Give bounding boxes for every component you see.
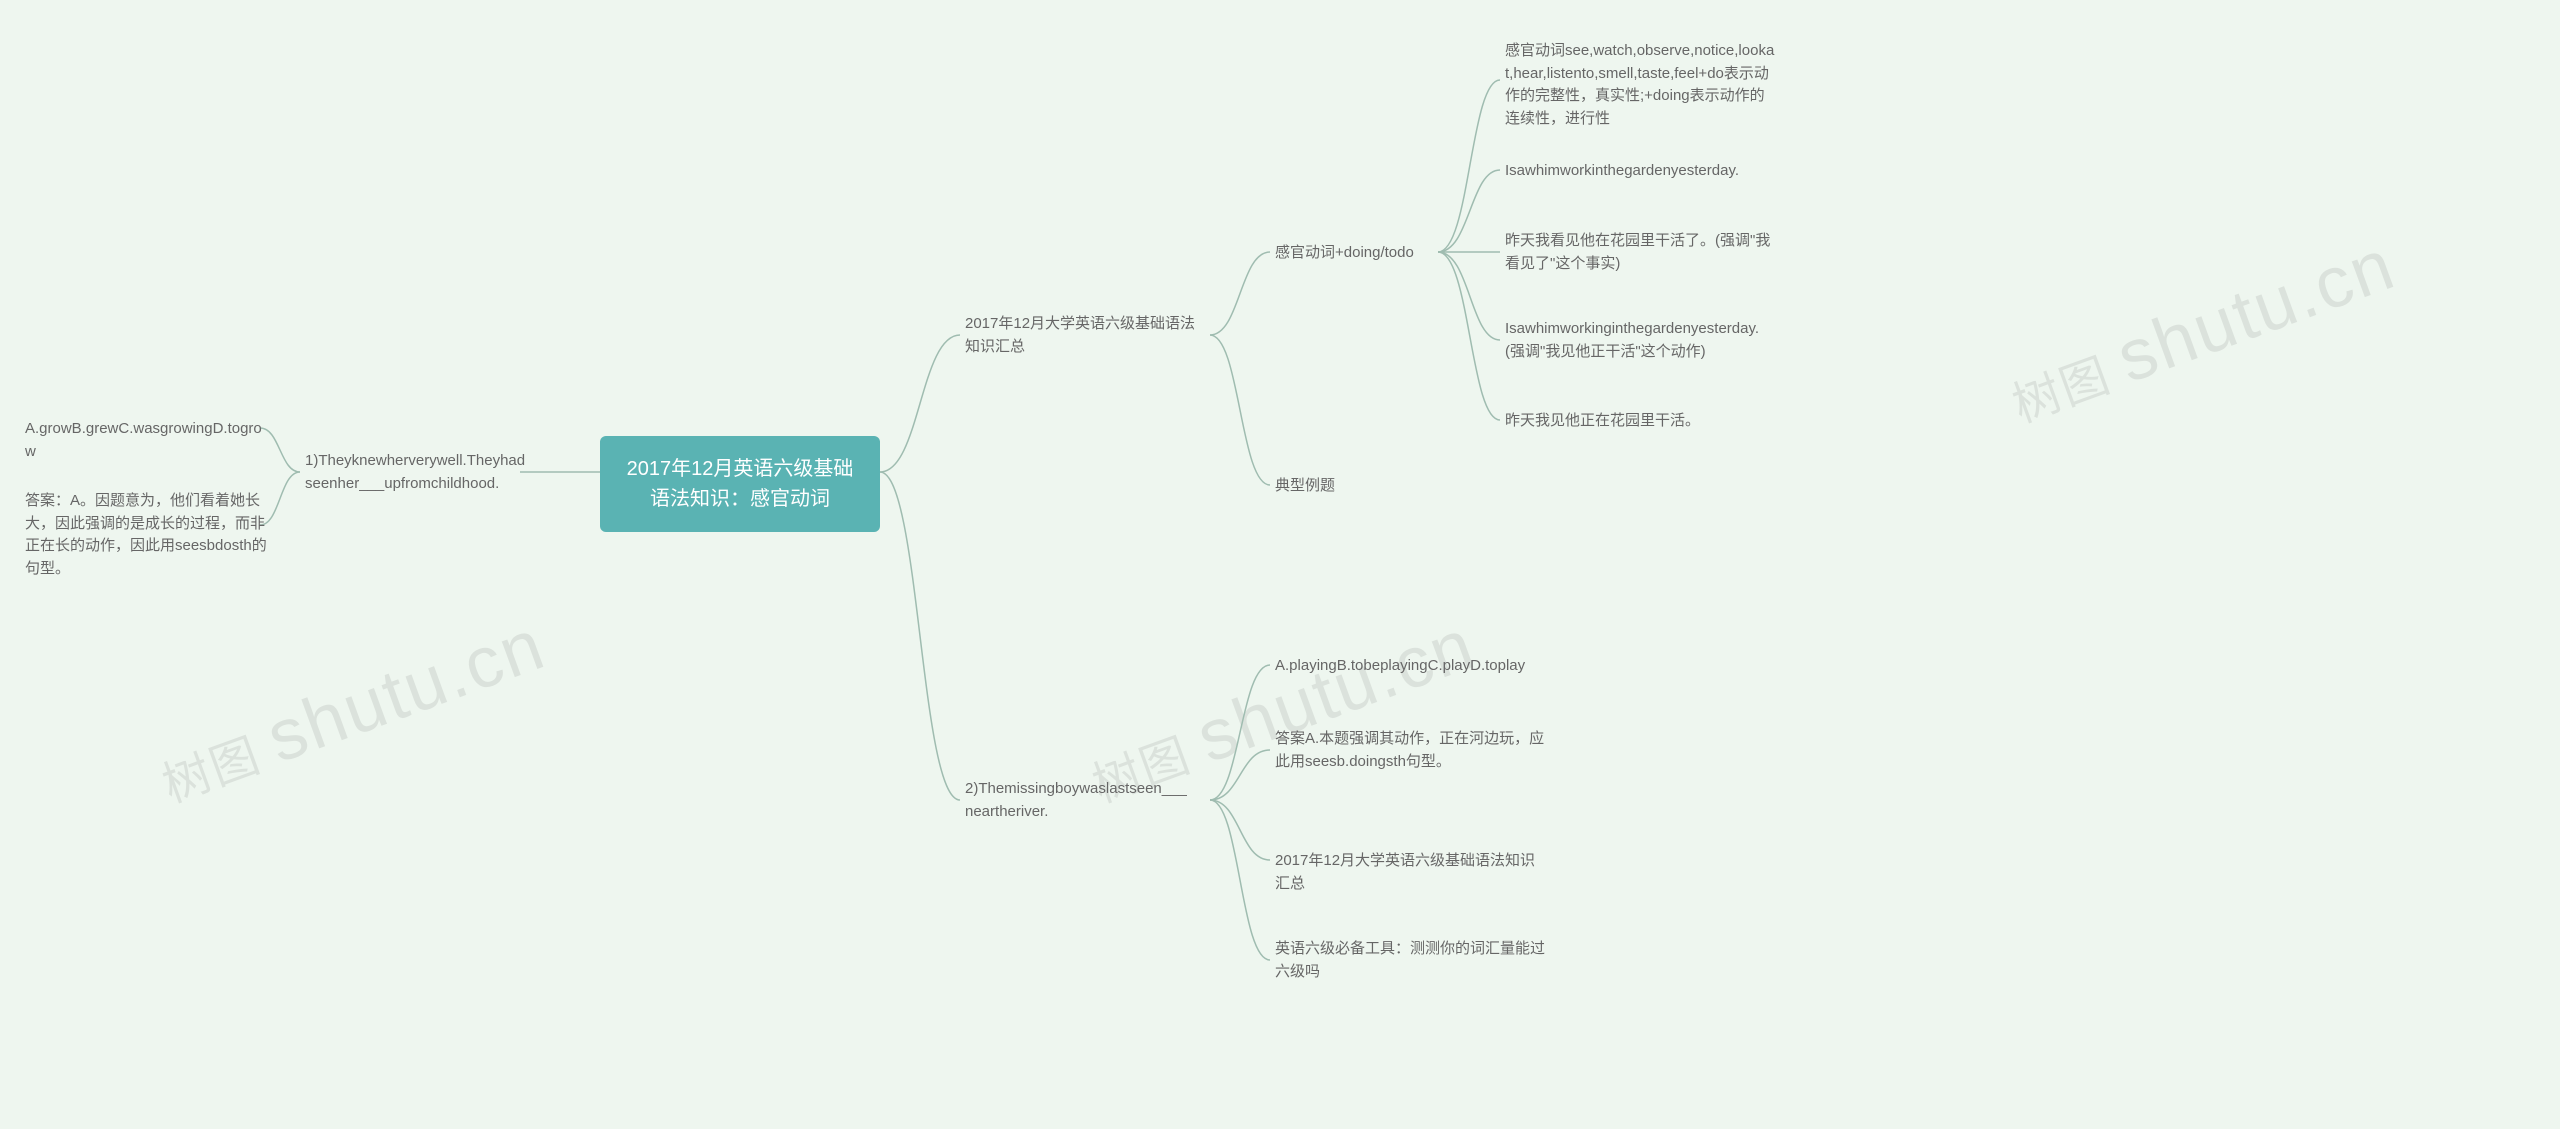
right-sub1-leaf-4[interactable]: Isawhimworkinginthegardenyesterday.(强调"我… [1505, 318, 1775, 363]
center-line1: 2017年12月英语六级基础 [626, 454, 854, 484]
right-sub-2[interactable]: 典型例题 [1275, 475, 1445, 498]
right-b2-leaf-2[interactable]: 答案A.本题强调其动作，正在河边玩，应此用seesb.doingsth句型。 [1275, 728, 1545, 773]
watermark: 树图 shutu.cn [148, 603, 555, 818]
right-sub1-leaf-3[interactable]: 昨天我看见他在花园里干活了。(强调"我看见了"这个事实) [1505, 230, 1775, 275]
left-leaf-1[interactable]: A.growB.grewC.wasgrowingD.togrow [25, 418, 265, 463]
right-b2-leaf-1[interactable]: A.playingB.tobeplayingC.playD.toplay [1275, 655, 1545, 678]
watermark: 树图 shutu.cn [1998, 223, 2405, 438]
left-leaf-2[interactable]: 答案：A。因题意为，他们看着她长大，因此强调的是成长的过程，而非正在长的动作，因… [25, 490, 270, 580]
right-b2-leaf-3[interactable]: 2017年12月大学英语六级基础语法知识汇总 [1275, 850, 1545, 895]
left-branch-1[interactable]: 1)Theyknewherverywell.Theyhad seenher___… [305, 450, 535, 495]
right-branch-2[interactable]: 2)Themissingboywaslastseen___ neartheriv… [965, 778, 1210, 823]
center-line2: 语法知识：感官动词 [626, 484, 854, 514]
center-topic[interactable]: 2017年12月英语六级基础 语法知识：感官动词 [600, 436, 880, 532]
right-branch-1[interactable]: 2017年12月大学英语六级基础语法 知识汇总 [965, 313, 1210, 358]
right-sub1-leaf-2[interactable]: Isawhimworkinthegardenyesterday. [1505, 160, 1775, 183]
right-sub1-leaf-1[interactable]: 感官动词see,watch,observe,notice,lookat,hear… [1505, 40, 1775, 130]
right-sub1-leaf-5[interactable]: 昨天我见他正在花园里干活。 [1505, 410, 1775, 433]
right-b2-leaf-4[interactable]: 英语六级必备工具：测测你的词汇量能过六级吗 [1275, 938, 1545, 983]
right-sub-1[interactable]: 感官动词+doing/todo [1275, 242, 1445, 265]
